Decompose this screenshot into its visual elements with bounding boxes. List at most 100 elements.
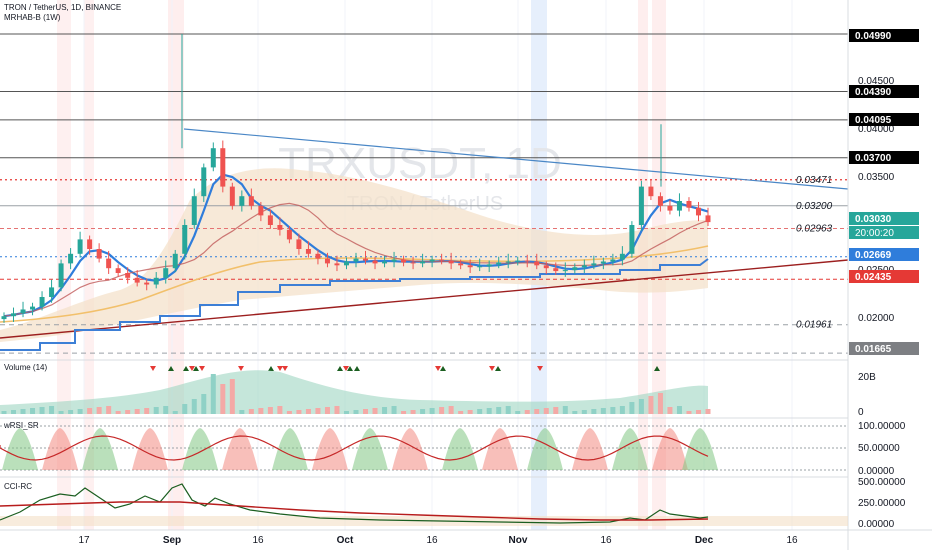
wrsi-wave [222, 428, 258, 470]
wrsi-wave [2, 428, 38, 470]
candle[interactable] [619, 246, 625, 266]
candle[interactable] [591, 255, 597, 270]
candle[interactable] [467, 259, 473, 273]
level-label-0.04990: 0.04990 [849, 29, 919, 42]
ascending-trendline[interactable] [0, 259, 849, 339]
candle[interactable] [163, 260, 169, 284]
candle[interactable] [296, 233, 302, 255]
candle[interactable] [657, 192, 663, 212]
candle[interactable] [191, 188, 197, 229]
candle[interactable] [638, 180, 644, 231]
candle[interactable] [49, 279, 55, 303]
volume-pane[interactable]: Volume (14) [0, 363, 711, 414]
volume-bar [705, 409, 711, 414]
candle[interactable] [353, 252, 359, 268]
candle[interactable] [30, 302, 36, 316]
candle[interactable] [448, 252, 454, 270]
candle-body [686, 201, 692, 208]
candle[interactable] [420, 253, 426, 268]
volume-bar [458, 411, 464, 414]
candle[interactable] [600, 257, 606, 270]
time-axis[interactable]: 17 Sep 16 Oct 16 Nov 16 Dec 16 [78, 535, 798, 546]
candle[interactable] [505, 253, 511, 269]
candle[interactable] [229, 182, 235, 210]
candle[interactable] [39, 291, 45, 311]
candle[interactable] [182, 219, 188, 260]
candle[interactable] [239, 190, 245, 212]
candle[interactable] [429, 255, 435, 268]
candle[interactable] [410, 256, 416, 270]
candle[interactable] [562, 262, 568, 277]
candle[interactable] [153, 272, 159, 289]
candle[interactable] [581, 259, 587, 273]
volume-bar [144, 408, 150, 414]
descending-trendline[interactable] [183, 128, 849, 190]
candle[interactable] [115, 264, 121, 277]
candle[interactable] [172, 249, 178, 273]
candle[interactable] [439, 253, 445, 265]
candle[interactable] [334, 255, 340, 272]
candle[interactable] [648, 178, 654, 201]
candle[interactable] [524, 254, 530, 268]
candle[interactable] [686, 197, 692, 212]
candle[interactable] [20, 301, 26, 318]
candle[interactable] [1, 312, 7, 323]
candle-body [239, 196, 245, 206]
cci-pane[interactable]: CCI-RC [0, 482, 848, 526]
candle[interactable] [277, 217, 283, 236]
candle[interactable] [305, 241, 311, 258]
buy-marker [440, 366, 446, 371]
candle[interactable] [477, 258, 483, 272]
candle[interactable] [96, 243, 102, 263]
candle[interactable] [87, 235, 93, 255]
candle[interactable] [667, 200, 673, 215]
candle[interactable] [543, 261, 549, 274]
candle[interactable] [363, 250, 369, 265]
price-pane[interactable]: 0.03471 0.03200 0.02963 0.01961 [0, 33, 849, 354]
candle[interactable] [534, 253, 540, 270]
candle[interactable] [125, 267, 131, 284]
candle[interactable] [695, 201, 701, 222]
candle[interactable] [286, 225, 292, 244]
candle[interactable] [68, 248, 74, 270]
candle[interactable] [372, 256, 378, 270]
candle[interactable] [267, 209, 273, 229]
candle[interactable] [201, 163, 207, 202]
candle[interactable] [324, 252, 330, 268]
candle[interactable] [11, 307, 17, 322]
candle[interactable] [315, 249, 321, 265]
candle[interactable] [382, 255, 388, 268]
candle[interactable] [705, 207, 711, 226]
wrsi-wave [572, 428, 608, 470]
candle[interactable] [210, 142, 216, 172]
candle[interactable] [343, 257, 349, 270]
candle-body [77, 239, 83, 254]
candle[interactable] [258, 201, 264, 222]
candlestick-series[interactable] [1, 33, 711, 323]
candle[interactable] [144, 278, 150, 291]
candle[interactable] [106, 250, 112, 274]
price-axis[interactable]: 0.04500 0.04000 0.03500 0.02500 0.02000 … [849, 29, 919, 530]
candle[interactable] [553, 262, 559, 275]
wrsi-pane[interactable]: wRSI_SR [0, 421, 848, 471]
candle[interactable] [401, 255, 407, 267]
candle-body [353, 258, 359, 262]
candle[interactable] [458, 259, 464, 270]
candle-body [20, 309, 26, 314]
candle[interactable] [610, 253, 616, 266]
candle[interactable] [391, 251, 397, 268]
candle[interactable] [629, 221, 635, 258]
candle[interactable] [77, 231, 83, 258]
candle[interactable] [676, 193, 682, 217]
candle[interactable] [220, 140, 226, 193]
candle[interactable] [496, 256, 502, 269]
candle[interactable] [572, 263, 578, 274]
candle[interactable] [134, 270, 140, 287]
candle[interactable] [515, 256, 521, 266]
candle[interactable] [248, 188, 254, 210]
candle-body [610, 259, 616, 262]
candle-body [106, 258, 112, 269]
candle[interactable] [58, 259, 64, 292]
candle[interactable] [486, 260, 492, 273]
